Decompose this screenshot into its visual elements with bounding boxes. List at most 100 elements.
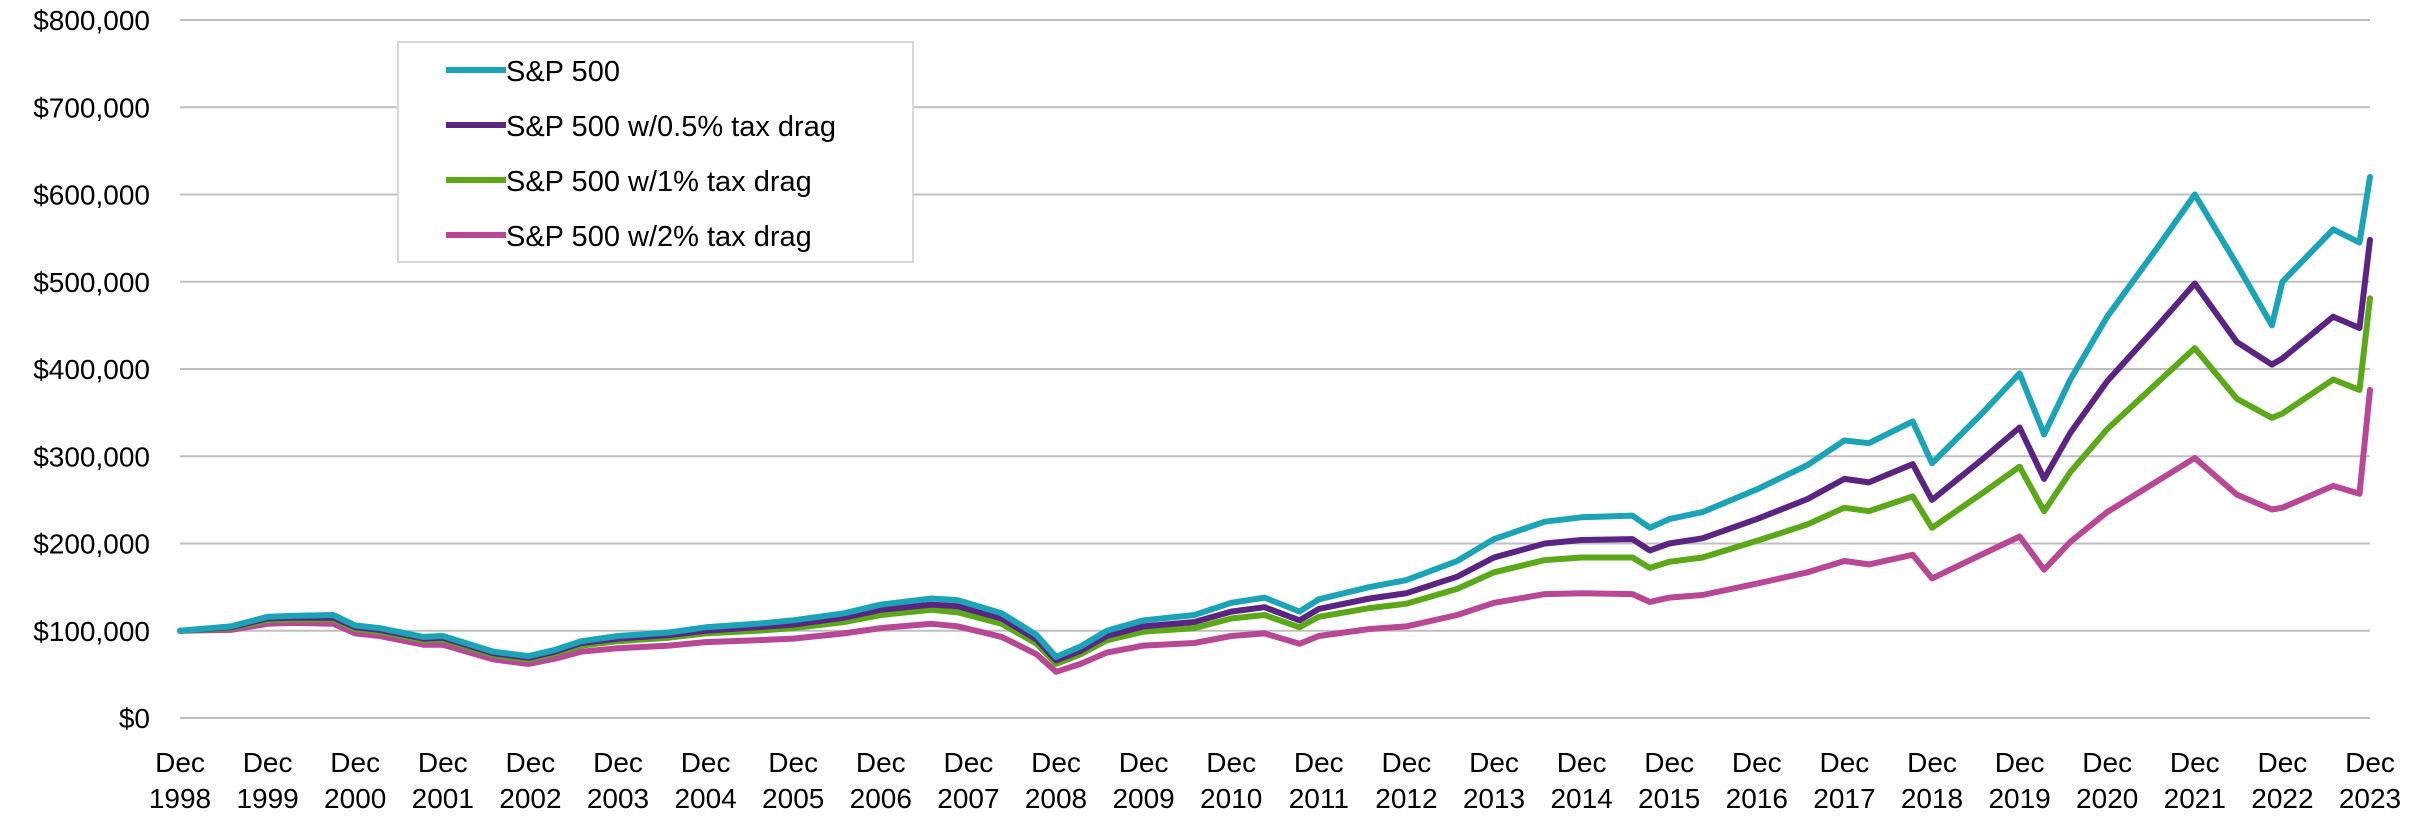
x-tick-month: Dec: [1294, 747, 1344, 778]
y-tick-label: $300,000: [33, 441, 150, 472]
x-tick-month: Dec: [1382, 747, 1432, 778]
x-axis: Dec 1998 Dec 1999 Dec 2000 Dec 2001 Dec 2002 Dec 20…: [149, 747, 2401, 814]
x-tick-month: Dec: [2345, 747, 2395, 778]
y-axis: $0 $100,000 $200,000 $300,000 $400,000 $500,0…: [33, 5, 150, 734]
x-tick-label: Dec 2003: [587, 747, 649, 814]
x-tick-label: Dec 2010: [1200, 747, 1262, 814]
x-tick-year: 2002: [499, 783, 561, 814]
x-tick-month: Dec: [1469, 747, 1519, 778]
x-tick-label: Dec 2006: [850, 747, 912, 814]
x-tick-label: Dec 2009: [1112, 747, 1174, 814]
x-tick-label: Dec 2002: [499, 747, 561, 814]
y-tick-label: $400,000: [33, 354, 150, 385]
legend-label: S&P 500: [506, 56, 620, 88]
x-tick-label: Dec 2022: [2251, 747, 2313, 814]
x-tick-year: 2019: [1988, 783, 2050, 814]
x-tick-year: 1999: [236, 783, 298, 814]
x-tick-month: Dec: [1557, 747, 1607, 778]
x-tick-year: 2017: [1813, 783, 1875, 814]
y-tick-label: $100,000: [33, 616, 150, 647]
x-tick-month: Dec: [2082, 747, 2132, 778]
x-tick-month: Dec: [856, 747, 906, 778]
x-tick-year: 2006: [850, 783, 912, 814]
x-tick-label: Dec 2000: [324, 747, 386, 814]
x-tick-month: Dec: [768, 747, 818, 778]
series-line-1: [177, 174, 2373, 660]
legend-label: S&P 500 w/0.5% tax drag: [506, 111, 836, 143]
x-tick-month: Dec: [1732, 747, 1782, 778]
x-tick-year: 2012: [1375, 783, 1437, 814]
x-tick-label: Dec 2011: [1289, 747, 1349, 814]
series-lines: [177, 174, 2373, 675]
x-tick-month: Dec: [1907, 747, 1957, 778]
x-tick-label: Dec 2018: [1901, 747, 1963, 814]
x-tick-year: 2022: [2251, 783, 2313, 814]
x-tick-label: Dec 1999: [236, 747, 298, 814]
x-tick-month: Dec: [681, 747, 731, 778]
x-tick-year: 2008: [1025, 783, 1087, 814]
x-tick-label: Dec 2012: [1375, 747, 1437, 814]
x-tick-month: Dec: [243, 747, 293, 778]
series-line-4: [177, 386, 2373, 675]
x-tick-month: Dec: [418, 747, 468, 778]
x-tick-year: 2021: [2164, 783, 2226, 814]
x-tick-label: Dec 1998: [149, 747, 211, 814]
x-tick-month: Dec: [1031, 747, 1081, 778]
x-tick-month: Dec: [1206, 747, 1256, 778]
x-tick-label: Dec 2019: [1988, 747, 2050, 814]
x-tick-year: 2001: [412, 783, 474, 814]
legend-label: S&P 500 w/2% tax drag: [506, 221, 812, 253]
y-tick-label: $200,000: [33, 529, 150, 560]
x-tick-label: Dec 2005: [762, 747, 824, 814]
x-tick-year: 2007: [937, 783, 999, 814]
x-tick-label: Dec 2014: [1550, 747, 1612, 814]
x-tick-label: Dec 2013: [1463, 747, 1525, 814]
x-tick-year: 2013: [1463, 783, 1525, 814]
legend-label: S&P 500 w/1% tax drag: [506, 166, 812, 198]
y-tick-label: $500,000: [33, 267, 150, 298]
x-tick-year: 2016: [1726, 783, 1788, 814]
x-tick-month: Dec: [1119, 747, 1169, 778]
x-tick-label: Dec 2017: [1813, 747, 1875, 814]
x-tick-year: 2005: [762, 783, 824, 814]
x-tick-label: Dec 2007: [937, 747, 999, 814]
x-tick-label: Dec 2023: [2339, 747, 2401, 814]
y-tick-label: $800,000: [33, 5, 150, 36]
x-tick-month: Dec: [2170, 747, 2220, 778]
legend: S&P 500 S&P 500 w/0.5% tax drag S&P 500 w/…: [397, 41, 914, 263]
x-tick-year: 2003: [587, 783, 649, 814]
y-tick-label: $700,000: [33, 92, 150, 123]
x-tick-year: 2020: [2076, 783, 2138, 814]
x-tick-year: 2023: [2339, 783, 2401, 814]
x-tick-year: 2014: [1550, 783, 1612, 814]
x-tick-month: Dec: [1820, 747, 1870, 778]
x-tick-label: Dec 2021: [2164, 747, 2226, 814]
x-tick-label: Dec 2001: [412, 747, 474, 814]
x-tick-month: Dec: [330, 747, 380, 778]
x-tick-year: 1998: [149, 783, 211, 814]
x-tick-year: 2015: [1638, 783, 1700, 814]
x-tick-month: Dec: [1644, 747, 1694, 778]
x-tick-year: 2011: [1289, 783, 1349, 814]
x-tick-label: Dec 2016: [1726, 747, 1788, 814]
x-tick-year: 2009: [1112, 783, 1174, 814]
x-tick-month: Dec: [2258, 747, 2308, 778]
y-tick-label: $0: [119, 703, 150, 734]
x-tick-label: Dec 2008: [1025, 747, 1087, 814]
x-tick-year: 2000: [324, 783, 386, 814]
x-tick-label: Dec 2004: [674, 747, 736, 814]
x-tick-month: Dec: [944, 747, 994, 778]
series-line-2: [177, 236, 2373, 664]
x-tick-year: 2018: [1901, 783, 1963, 814]
x-tick-label: Dec 2020: [2076, 747, 2138, 814]
x-tick-month: Dec: [506, 747, 556, 778]
legend-box: [397, 41, 914, 263]
x-tick-month: Dec: [1995, 747, 2045, 778]
y-tick-label: $600,000: [33, 180, 150, 211]
x-tick-year: 2010: [1200, 783, 1262, 814]
x-tick-year: 2004: [674, 783, 736, 814]
x-tick-month: Dec: [155, 747, 205, 778]
x-tick-label: Dec 2015: [1638, 747, 1700, 814]
